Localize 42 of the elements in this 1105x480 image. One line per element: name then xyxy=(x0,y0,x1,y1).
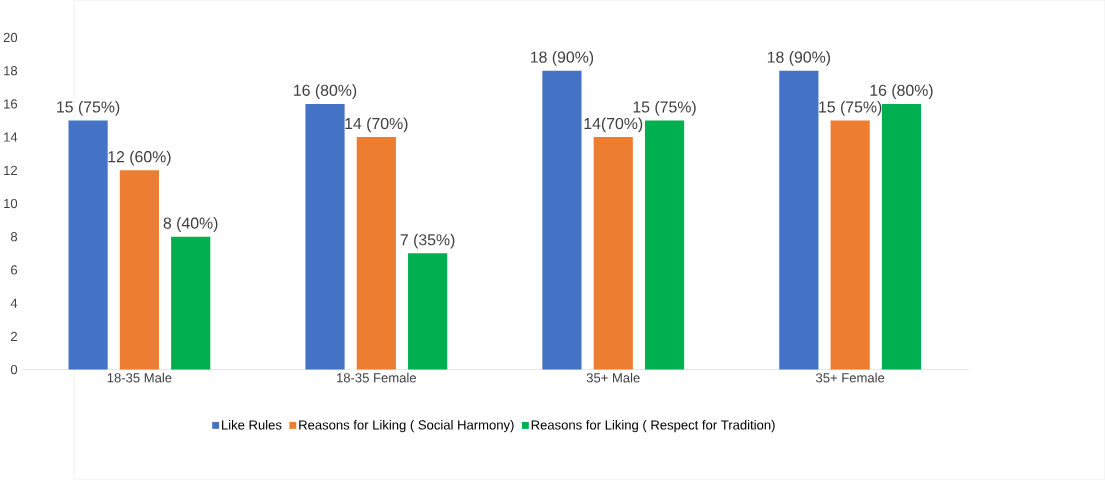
bar xyxy=(68,120,108,370)
legend-label: Like Rules xyxy=(222,420,282,430)
y-tick-label: 8 xyxy=(10,232,18,242)
legend-label: Reasons for Liking ( Social Harmony) xyxy=(299,420,514,433)
bar xyxy=(830,120,870,370)
data-label: 15 (75%) xyxy=(57,100,120,116)
data-label: 18 (90%) xyxy=(530,51,594,66)
bar xyxy=(779,70,819,370)
x-tick-label: 35+ Male xyxy=(586,372,640,383)
bar xyxy=(593,137,633,370)
data-label: 15 (75%) xyxy=(819,100,882,116)
y-tick-label: 18 xyxy=(4,66,18,76)
x-tick-label: 18-35 Male xyxy=(107,372,172,383)
y-tick-label: 2 xyxy=(11,331,17,342)
bar xyxy=(542,70,582,370)
x-tick-label: 35+ Female xyxy=(816,372,885,383)
data-label: 7 (35%) xyxy=(400,233,455,249)
y-tick-label: 12 xyxy=(4,165,17,175)
bar xyxy=(305,104,345,370)
y-tick-label: 4 xyxy=(10,298,18,308)
legend-label: Reasons for Liking ( Respect for Tradition) xyxy=(531,420,775,433)
y-tick-label: 16 xyxy=(4,99,18,109)
data-label: 16 (80%) xyxy=(294,84,357,100)
data-label: 12 (60%) xyxy=(108,150,171,166)
data-label: 8 (40%) xyxy=(163,217,218,232)
y-tick-label: 20 xyxy=(3,32,18,43)
bar xyxy=(119,170,159,370)
x-tick-label: 18-35 Female xyxy=(337,372,417,383)
y-tick-label: 6 xyxy=(11,265,18,275)
data-label: 18 (90%) xyxy=(767,51,831,66)
y-tick-label: 0 xyxy=(10,365,18,375)
data-label: 14 (70%) xyxy=(345,117,408,133)
bar xyxy=(408,253,448,370)
y-tick-label: 14 xyxy=(4,132,18,142)
bar xyxy=(171,236,211,370)
bar xyxy=(881,104,922,370)
data-label: 15 (75%) xyxy=(633,100,696,116)
data-label: 16 (80%) xyxy=(870,84,933,100)
bar xyxy=(644,120,685,370)
bar xyxy=(356,137,396,370)
y-tick-label: 10 xyxy=(4,198,18,209)
data-label: 14(70%) xyxy=(584,117,643,133)
